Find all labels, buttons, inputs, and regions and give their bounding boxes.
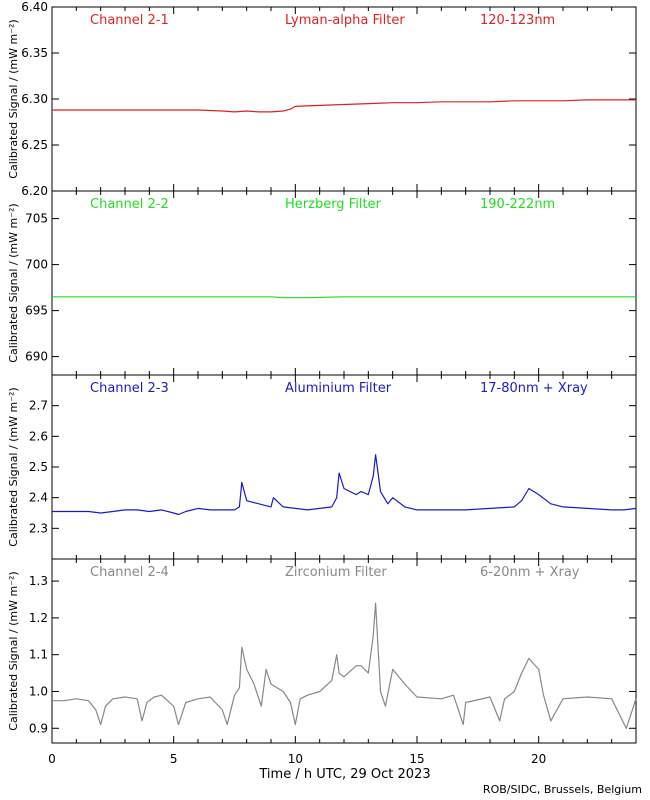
series-line-2	[52, 296, 636, 299]
y-tick-label: 0.9	[29, 721, 48, 735]
y-tick-label: 6.30	[21, 92, 48, 106]
y-tick-label: 1.3	[29, 574, 48, 588]
y-tick-label: 1.2	[29, 611, 48, 625]
x-tick-label: 5	[170, 752, 178, 766]
panel-3: 2.3 2.4 2.5 2.6 2.7 Calibrated Signal / (mW m…	[7, 374, 637, 560]
channel-label: Channel 2-2	[90, 197, 169, 212]
panel-frame	[51, 558, 637, 744]
y-tick-label: 2.7	[29, 399, 48, 413]
x-tick-label: 10	[288, 752, 303, 766]
panel-frame	[51, 6, 637, 192]
series-line-1	[52, 99, 636, 113]
channel-label: Channel 2-4	[90, 565, 169, 580]
x-tick-label: 0	[48, 752, 56, 766]
filter-label: Aluminium Filter	[285, 381, 392, 396]
y-tick-label: 700	[25, 258, 48, 272]
series-line-4	[52, 602, 637, 729]
x-axis-label: Time / h UTC, 29 Oct 2023	[258, 767, 430, 782]
band-label: 120-123nm	[480, 13, 555, 28]
y-tick-label: 2.6	[29, 429, 48, 443]
filter-label: Zirconium Filter	[285, 565, 387, 580]
band-label: 190-222nm	[480, 197, 555, 212]
band-label: 6-20nm + Xray	[480, 565, 580, 580]
x-axis: 0 5 10 15 20	[48, 752, 546, 766]
filter-label: Herzberg Filter	[285, 197, 382, 212]
y-axis-label: Calibrated Signal / (mW m⁻²)	[7, 19, 20, 178]
series-line-3	[52, 454, 637, 516]
panel-2: 690 695 700 705 Calibrated Signal / (mW m⁻²)…	[7, 190, 637, 376]
y-tick-label: 2.5	[29, 460, 48, 474]
y-axis-label: Calibrated Signal / (mW m⁻²)	[7, 571, 20, 730]
band-label: 17-80nm + Xray	[480, 381, 588, 396]
y-tick-label: 1.0	[29, 684, 48, 698]
channel-label: Channel 2-3	[90, 381, 169, 396]
y-tick-label: 690	[25, 350, 48, 364]
y-tick-label: 6.25	[21, 138, 48, 152]
y-axis-label: Calibrated Signal / (mW m⁻²)	[7, 203, 20, 362]
channel-label: Channel 2-1	[90, 13, 169, 28]
credit-text: ROB/SIDC, Brussels, Belgium	[483, 783, 642, 796]
y-tick-label: 695	[25, 304, 48, 318]
y-tick-label: 2.3	[29, 521, 48, 535]
y-tick-label: 705	[25, 212, 48, 226]
filter-label: Lyman-alpha Filter	[285, 13, 405, 28]
x-tick-label: 20	[531, 752, 546, 766]
x-tick-label: 15	[409, 752, 424, 766]
panel-4: 0.9 1.0 1.1 1.2 1.3 Calibrated Signal / (mW m…	[7, 558, 637, 744]
panel-frame	[51, 374, 637, 560]
y-tick-label: 1.1	[29, 648, 48, 662]
y-tick-label: 6.40	[21, 0, 48, 14]
panel-frame	[51, 190, 637, 376]
y-tick-label: 6.20	[21, 184, 48, 198]
y-tick-label: 6.35	[21, 46, 48, 60]
y-axis-label: Calibrated Signal / (mW m⁻²)	[7, 387, 20, 546]
y-tick-label: 2.4	[29, 491, 48, 505]
